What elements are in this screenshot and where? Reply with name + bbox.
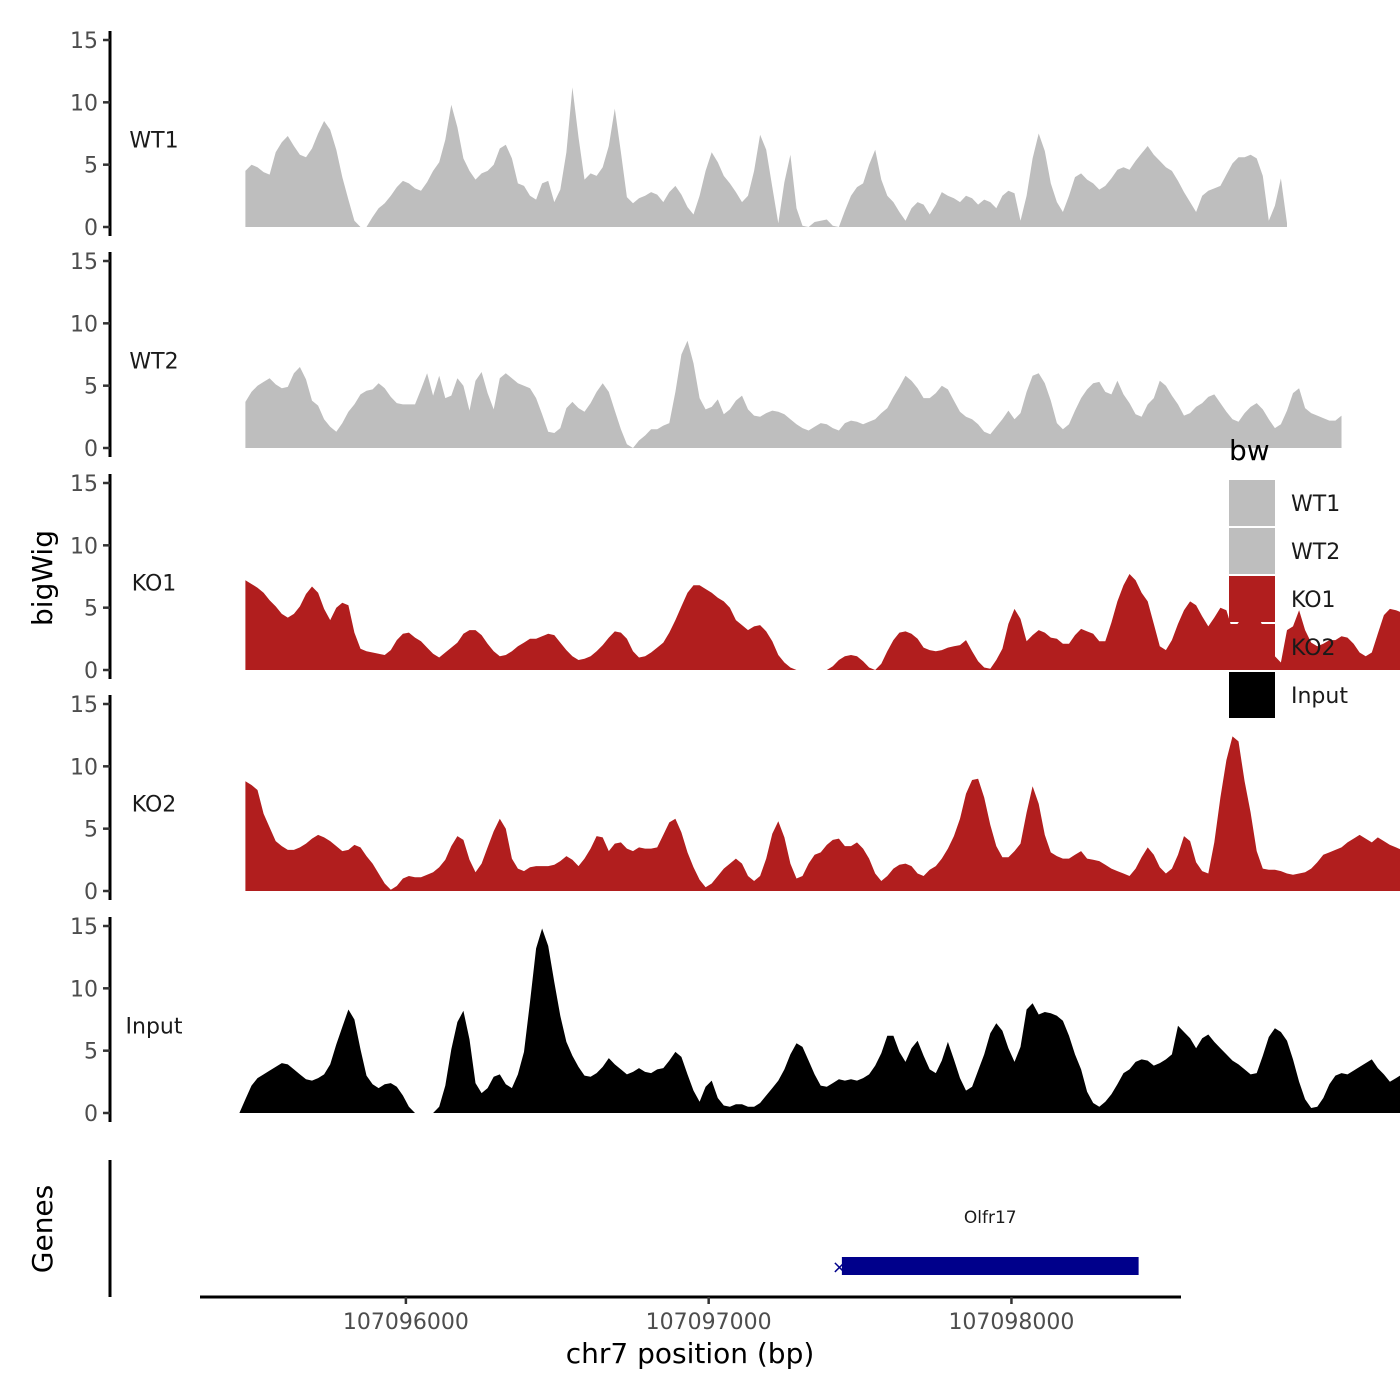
track-label: Input — [126, 1015, 183, 1040]
y-tick-label: 0 — [84, 659, 98, 684]
legend-swatch — [1229, 624, 1275, 670]
y-tick-label: 0 — [84, 437, 98, 462]
track-label: WT2 — [129, 350, 178, 375]
legend-item-input: Input — [1229, 672, 1348, 718]
legend: WT1 WT2 KO1 KO2 Input — [1229, 480, 1348, 718]
area-input — [239, 928, 1400, 1113]
y-tick-label: 5 — [84, 154, 98, 179]
x-axis: 107096000 107097000 107098000 — [200, 1295, 1181, 1335]
legend-label: WT1 — [1291, 492, 1340, 517]
y-tick-label: 15 — [70, 915, 98, 940]
area-ko2 — [245, 736, 1400, 891]
x-tick-label: 107098000 — [948, 1310, 1074, 1335]
y-tick-label: 10 — [70, 977, 98, 1002]
track-label: KO2 — [132, 793, 177, 818]
legend-label: Input — [1291, 684, 1348, 709]
y-tick-label: 0 — [84, 880, 98, 905]
y-tick-label: 10 — [70, 91, 98, 116]
legend-swatch — [1229, 480, 1275, 526]
area-ko1 — [245, 574, 1400, 670]
y-tick-label: 5 — [84, 1040, 98, 1065]
gene-olfr17: × Olfr17 — [832, 1208, 1139, 1278]
track-label: KO1 — [132, 572, 177, 597]
x-tick-label: 107096000 — [343, 1310, 469, 1335]
gene-label: Olfr17 — [964, 1208, 1017, 1228]
track-input: 0 5 10 15 Input — [70, 915, 1400, 1127]
legend-swatch — [1229, 672, 1275, 718]
y-tick-label: 10 — [70, 312, 98, 337]
legend-item-wt1: WT1 — [1229, 480, 1340, 526]
legend-item-wt2: WT2 — [1229, 528, 1340, 574]
area-wt1 — [245, 87, 1287, 228]
y-tick-label: 0 — [84, 1102, 98, 1127]
genes-axis-title: Genes — [26, 1185, 59, 1273]
gene-body — [841, 1257, 1139, 1275]
tracks-layer: 0 5 10 15 WT1 0 5 10 15 WT2 0 5 10 15 KO1 0 5 10 15 KO2 0 5 10… — [70, 29, 1400, 1127]
genes-layer: × Olfr17 — [108, 1160, 1139, 1297]
legend-label: KO2 — [1291, 636, 1336, 661]
area-wt2 — [245, 340, 1342, 448]
legend-label: WT2 — [1291, 540, 1340, 565]
y-tick-label: 5 — [84, 818, 98, 843]
y-tick-label: 15 — [70, 472, 98, 497]
legend-swatch — [1229, 528, 1275, 574]
y-tick-label: 10 — [70, 534, 98, 559]
x-axis-title: chr7 position (bp) — [566, 1337, 815, 1370]
legend-swatch — [1229, 576, 1275, 622]
y-tick-label: 15 — [70, 250, 98, 275]
track-label: WT1 — [129, 129, 178, 154]
y-tick-label: 15 — [70, 693, 98, 718]
legend-title: bw — [1229, 434, 1270, 467]
track-wt1: 0 5 10 15 WT1 — [70, 29, 1287, 241]
x-tick-label: 107097000 — [646, 1310, 772, 1335]
legend-item-ko1: KO1 — [1229, 576, 1336, 622]
track-wt2: 0 5 10 15 WT2 — [70, 250, 1342, 462]
y-tick-label: 0 — [84, 216, 98, 241]
legend-item-ko2: KO2 — [1229, 624, 1336, 670]
y-tick-label: 5 — [84, 597, 98, 622]
y-axis-title: bigWig — [26, 530, 59, 626]
y-tick-label: 15 — [70, 29, 98, 54]
y-tick-label: 10 — [70, 755, 98, 780]
track-ko2: 0 5 10 15 KO2 — [70, 693, 1400, 905]
legend-label: KO1 — [1291, 588, 1336, 613]
y-tick-label: 5 — [84, 375, 98, 400]
gene-strand-mark: × — [832, 1257, 847, 1278]
track-ko1: 0 5 10 15 KO1 — [70, 472, 1400, 684]
